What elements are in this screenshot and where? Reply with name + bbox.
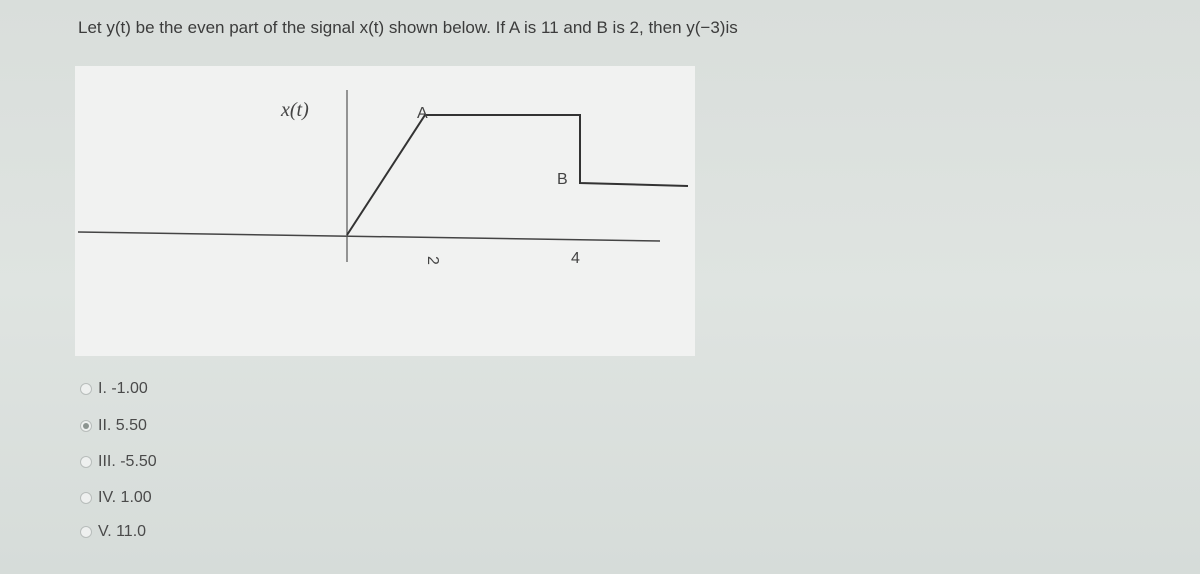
tick-label: 2 — [424, 256, 441, 265]
question-text: Let y(t) be the even part of the signal … — [78, 18, 738, 37]
option-label: V. 11.0 — [98, 523, 147, 540]
option[interactable]: II. 5.50 — [80, 417, 147, 435]
option-label: III. -5.50 — [98, 453, 157, 470]
level-a-label: A — [417, 105, 428, 122]
signal-curve — [346, 114, 689, 236]
level-b-label: B — [557, 171, 568, 188]
time-axis — [77, 231, 661, 242]
radio-button[interactable] — [80, 383, 92, 395]
tick-label: 4 — [571, 250, 580, 267]
option-label: II. 5.50 — [98, 417, 147, 434]
option[interactable]: I. -1.00 — [80, 380, 148, 398]
signal-label: x(t) — [280, 99, 309, 121]
option-label: I. -1.00 — [98, 380, 148, 397]
signal-figure: x(t) A B 2 4 — [77, 90, 689, 267]
radio-button[interactable] — [80, 492, 92, 504]
radio-button[interactable] — [80, 420, 92, 432]
option[interactable]: IV. 1.00 — [80, 489, 152, 507]
radio-button[interactable] — [80, 456, 92, 468]
figure-panel: x(t) A B 2 4 — [75, 66, 695, 356]
radio-button[interactable] — [80, 526, 92, 538]
option[interactable]: III. -5.50 — [80, 453, 157, 471]
option[interactable]: V. 11.0 — [80, 523, 146, 541]
option-label: IV. 1.00 — [98, 489, 152, 506]
